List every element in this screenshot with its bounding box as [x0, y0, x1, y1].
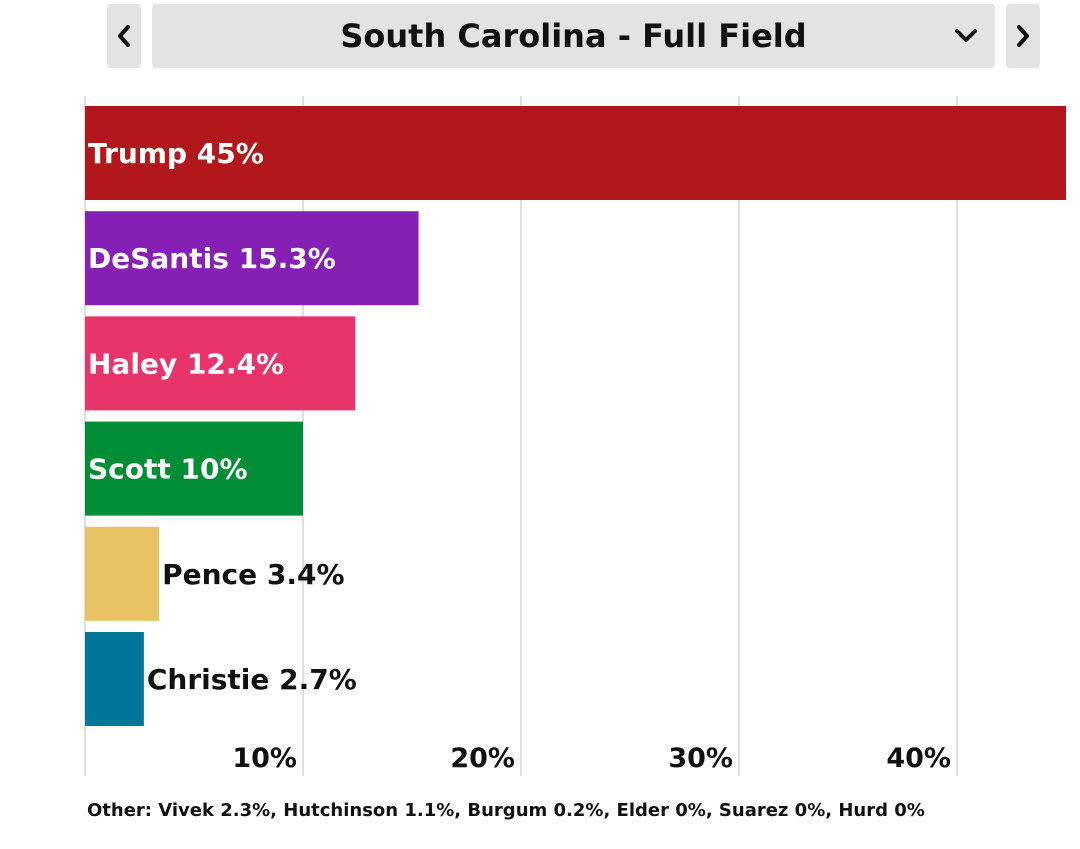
- bar-pence: [85, 526, 160, 621]
- chevron-left-icon: [118, 25, 130, 47]
- x-tick-label-20: 20%: [450, 743, 515, 774]
- bar-christie: [85, 632, 144, 726]
- x-tick-label-40: 40%: [886, 743, 951, 774]
- bar-trump: [85, 106, 1066, 200]
- bar-haley: [85, 316, 356, 411]
- next-button[interactable]: [1006, 4, 1040, 68]
- other-candidates-footnote: Other: Vivek 2.3%, Hutchinson 1.1%, Burg…: [87, 800, 925, 821]
- chevron-right-icon: [1017, 25, 1029, 47]
- bar-label-christie: Christie 2.7%: [147, 663, 357, 696]
- x-tick-label-10: 10%: [232, 743, 297, 774]
- previous-button[interactable]: [107, 4, 141, 68]
- bar-label-trump: Trump 45%: [88, 137, 264, 170]
- x-tick-label-30: 30%: [668, 743, 733, 774]
- bar-label-pence: Pence 3.4%: [162, 558, 344, 591]
- chevron-down-icon: [955, 29, 977, 42]
- bar-label-desantis: DeSantis 15.3%: [88, 242, 336, 275]
- bar-chart: Trump 45% DeSantis 15.3% Haley 12.4% Scott …: [84, 96, 1066, 776]
- state-selector-dropdown[interactable]: South Carolina - Full Field: [152, 4, 995, 68]
- bar-desantis: [85, 211, 419, 306]
- bar-label-haley: Haley 12.4%: [88, 347, 284, 380]
- bar-scott: [85, 421, 303, 516]
- bar-label-scott: Scott 10%: [88, 453, 248, 486]
- chart-title: South Carolina - Full Field: [340, 17, 807, 55]
